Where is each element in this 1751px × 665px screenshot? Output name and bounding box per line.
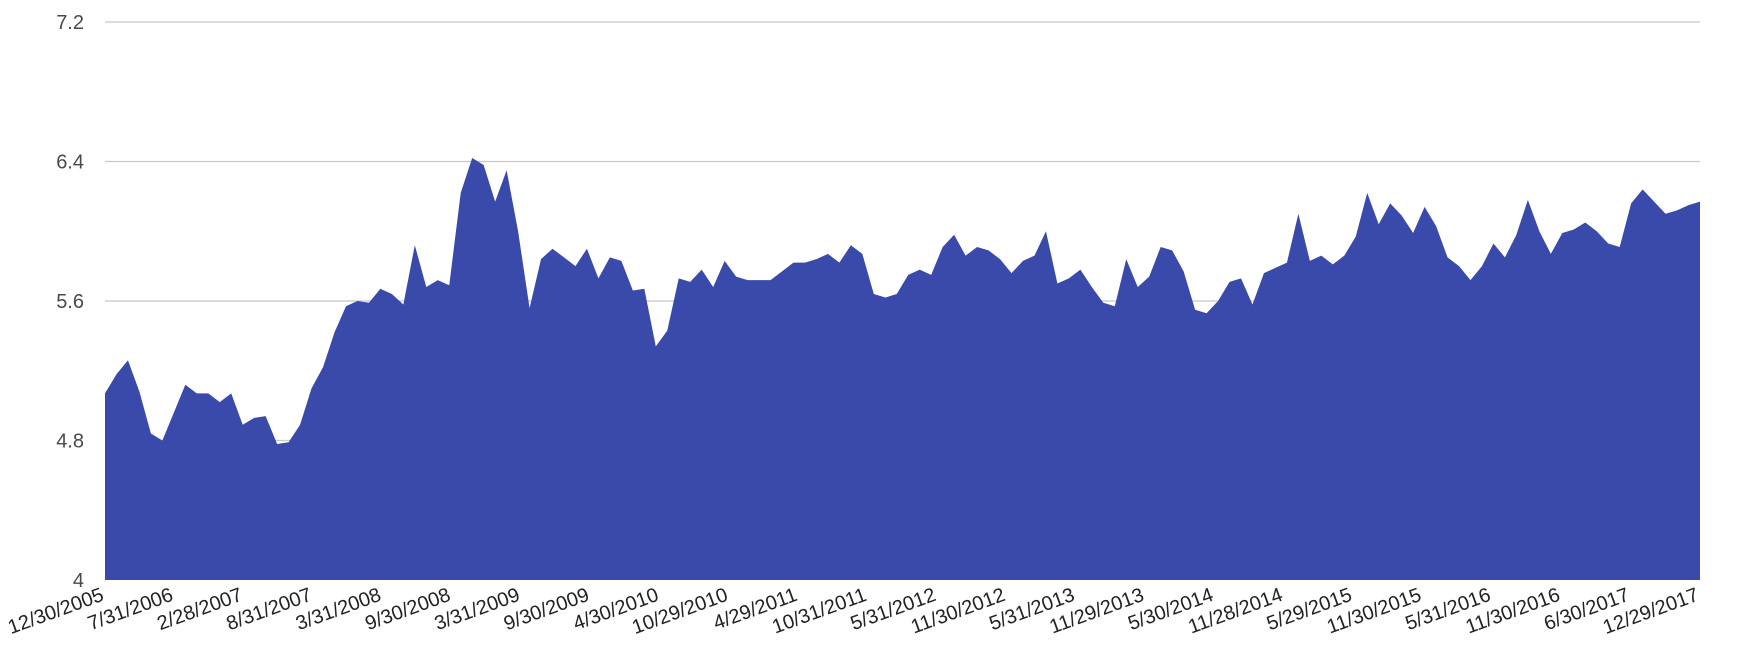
y-axis-ticks: 4 4.8 5.6 6.4 7.2 xyxy=(56,12,84,592)
y-tick-label: 7.2 xyxy=(56,12,84,34)
y-tick-label: 6.4 xyxy=(56,152,84,174)
y-tick-label: 4 xyxy=(73,570,84,592)
y-tick-label: 4.8 xyxy=(56,431,84,453)
y-tick-label: 5.6 xyxy=(56,291,84,313)
x-axis-ticks: 12/30/20057/31/20062/28/20078/31/20073/3… xyxy=(5,584,1702,639)
area-series xyxy=(105,158,1700,580)
area-fill xyxy=(105,158,1700,580)
